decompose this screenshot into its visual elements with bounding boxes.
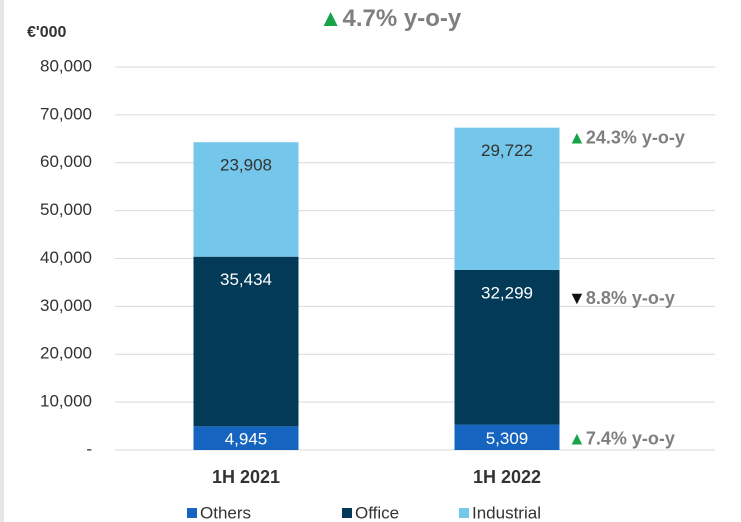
annotation-arrow: ▲ (568, 428, 586, 448)
annotation: ▲7.4% y-o-y (568, 428, 675, 448)
legend-label: Office (355, 503, 399, 522)
y-tick-label: - (86, 439, 92, 458)
y-unit-label: €'000 (27, 24, 67, 41)
y-tick-label: 60,000 (40, 152, 92, 171)
value-label: 29,722 (481, 141, 533, 160)
bar-segment (193, 256, 299, 427)
bar-segment (454, 424, 560, 450)
bar-segment (193, 142, 299, 257)
annotation-text: 7.4% y-o-y (586, 428, 675, 448)
annotation-text: 8.8% y-o-y (586, 288, 675, 308)
y-tick-label: 30,000 (40, 296, 92, 315)
value-label: 5,309 (486, 429, 529, 448)
annotation-arrow: ▲ (568, 127, 586, 147)
value-label: 23,908 (220, 156, 272, 175)
legend-label: Industrial (472, 503, 541, 522)
y-tick-label: 50,000 (40, 200, 92, 219)
title-text: 4.7% y-o-y (343, 5, 462, 32)
value-label: 35,434 (220, 270, 272, 289)
y-tick-label: 20,000 (40, 344, 92, 363)
legend-label: Others (200, 503, 251, 522)
bar-segment (193, 426, 299, 450)
annotation-arrow: ▼ (568, 288, 586, 308)
legend-swatch (342, 508, 352, 518)
left-border (0, 0, 4, 522)
title-arrow: ▲ (319, 5, 343, 32)
value-label: 4,945 (225, 430, 268, 449)
y-tick-label: 10,000 (40, 392, 92, 411)
annotation: ▼8.8% y-o-y (568, 288, 675, 308)
y-tick-label: 80,000 (40, 56, 92, 75)
y-tick-label: 70,000 (40, 104, 92, 123)
x-tick-label: 1H 2022 (473, 467, 541, 487)
annotation: ▲24.3% y-o-y (568, 127, 685, 147)
legend-swatch (187, 508, 197, 518)
chart-title: ▲4.7% y-o-y (319, 5, 462, 32)
value-label: 32,299 (481, 283, 533, 302)
annotation-text: 24.3% y-o-y (586, 127, 685, 147)
legend-swatch (459, 508, 469, 518)
bar-segment (454, 127, 560, 270)
bar-segment (454, 269, 560, 425)
x-tick-label: 1H 2021 (212, 467, 280, 487)
y-tick-label: 40,000 (40, 248, 92, 267)
